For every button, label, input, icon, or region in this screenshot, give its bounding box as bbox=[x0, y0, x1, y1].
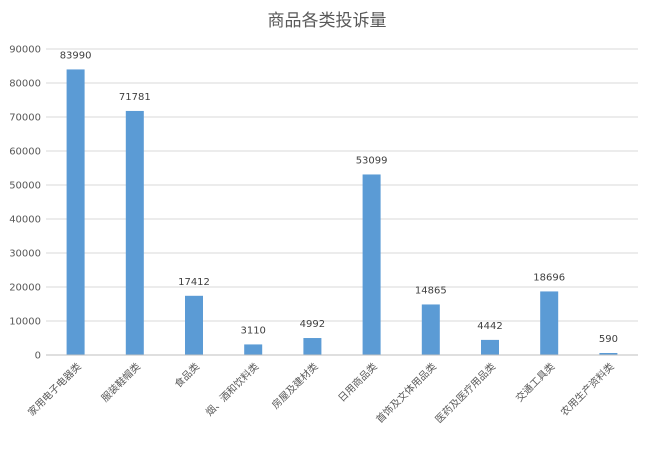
chart-title: 商品各类投诉量 bbox=[268, 11, 387, 31]
data-label: 4442 bbox=[477, 321, 502, 332]
y-tick-label: 50000 bbox=[9, 181, 41, 192]
data-label: 83990 bbox=[60, 50, 92, 61]
y-tick-label: 70000 bbox=[9, 113, 41, 124]
x-tick-label: 日用商品类 bbox=[335, 360, 380, 405]
x-tick-label: 农用生产资料类 bbox=[558, 360, 617, 419]
bars bbox=[66, 69, 618, 356]
y-tick-label: 10000 bbox=[9, 317, 41, 328]
bar bbox=[185, 295, 203, 355]
bar bbox=[481, 339, 499, 355]
y-tick-label: 0 bbox=[35, 351, 41, 362]
data-label: 17412 bbox=[178, 277, 210, 288]
data-label: 4992 bbox=[300, 319, 325, 330]
data-label: 14865 bbox=[415, 285, 447, 296]
y-tick-label: 80000 bbox=[9, 79, 41, 90]
x-tick-label: 烟、酒和饮料类 bbox=[203, 360, 262, 419]
x-axis-ticks: 家用电子电器类 服装鞋帽类 食品类 烟、酒和饮料类 房屋及建材类 日用商品类首饰及文体用品… bbox=[25, 360, 616, 426]
y-axis-ticks: 0 10000 20000 30000 40000 50000 60000 70000 8000… bbox=[9, 45, 41, 362]
bar bbox=[303, 338, 322, 355]
x-tick-label: 首饰及文体用品类 bbox=[373, 360, 439, 426]
y-tick-label: 30000 bbox=[9, 249, 41, 260]
x-tick-label: 交通工具类 bbox=[513, 360, 558, 405]
data-label: 71781 bbox=[119, 92, 151, 103]
y-tick-label: 90000 bbox=[9, 45, 41, 56]
x-tick-label: 服装鞋帽类 bbox=[98, 360, 143, 405]
y-tick-label: 20000 bbox=[9, 283, 41, 294]
x-tick-label: 家用电子电器类 bbox=[25, 360, 84, 419]
x-tick-label: 食品类 bbox=[172, 360, 202, 390]
y-tick-label: 40000 bbox=[9, 215, 41, 226]
bar bbox=[421, 304, 440, 355]
data-label: 3110 bbox=[240, 325, 265, 336]
bar bbox=[362, 174, 381, 355]
bar bbox=[66, 69, 85, 356]
data-labels: 83990 71781 17412 3110 4992 53099 14865 4442 186… bbox=[60, 50, 618, 345]
grid-lines bbox=[46, 48, 638, 322]
y-tick-label: 60000 bbox=[9, 147, 41, 158]
bar bbox=[540, 291, 559, 355]
data-label: 18696 bbox=[533, 272, 565, 283]
data-label: 590 bbox=[599, 334, 618, 345]
bar bbox=[125, 110, 144, 355]
x-tick-label: 房屋及建材类 bbox=[269, 360, 321, 412]
bar bbox=[599, 352, 618, 355]
bar bbox=[244, 344, 263, 355]
x-tick-label: 医药及医疗用品类 bbox=[432, 360, 498, 426]
data-label: 53099 bbox=[356, 155, 388, 166]
